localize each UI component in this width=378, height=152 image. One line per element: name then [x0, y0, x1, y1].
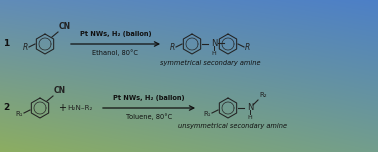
Text: unsymmetrical secondary amine: unsymmetrical secondary amine — [178, 123, 288, 129]
Text: R: R — [245, 43, 250, 52]
Text: H: H — [212, 51, 216, 56]
Text: R: R — [170, 43, 175, 52]
Text: CN: CN — [59, 22, 71, 31]
Text: Toluene, 80°C: Toluene, 80°C — [126, 113, 172, 120]
Text: 2: 2 — [3, 104, 9, 112]
Text: R₁: R₁ — [15, 111, 23, 117]
Text: Pt NWs, H₂ (ballon): Pt NWs, H₂ (ballon) — [80, 31, 151, 37]
Text: R₁: R₁ — [203, 111, 211, 117]
Text: symmetrical secondary amine: symmetrical secondary amine — [160, 60, 260, 66]
Text: Ethanol, 80°C: Ethanol, 80°C — [93, 49, 138, 56]
Text: 1: 1 — [3, 40, 9, 48]
Text: CN: CN — [54, 86, 66, 95]
Text: Pt NWs, H₂ (ballon): Pt NWs, H₂ (ballon) — [113, 95, 185, 101]
Text: N: N — [211, 38, 217, 47]
Text: +: + — [58, 103, 66, 113]
Text: N: N — [247, 102, 253, 112]
Text: R₂: R₂ — [259, 92, 266, 98]
Text: H₂N–R₂: H₂N–R₂ — [67, 105, 93, 111]
Text: R: R — [23, 43, 28, 52]
Text: H: H — [248, 115, 253, 120]
